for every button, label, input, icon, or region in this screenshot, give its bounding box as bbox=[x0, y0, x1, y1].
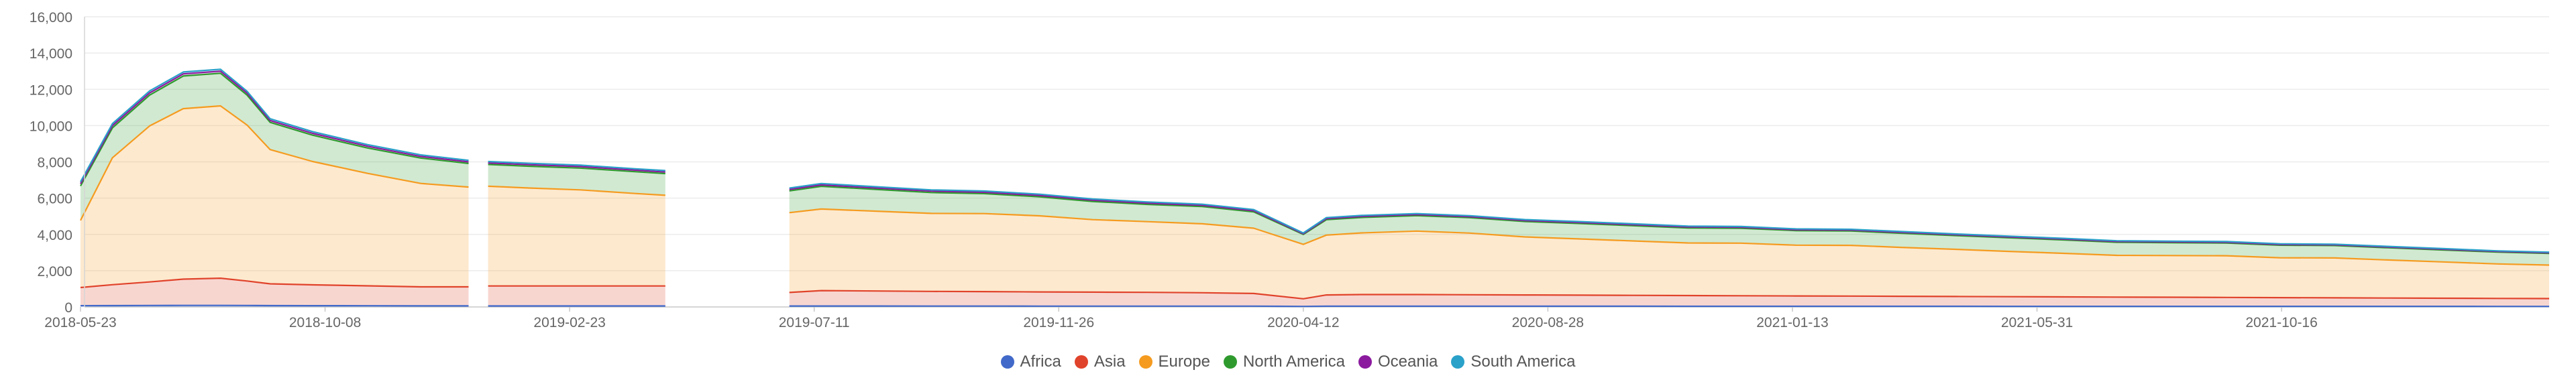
line-segment bbox=[789, 305, 2549, 308]
x-tick-label: 2021-05-31 bbox=[2001, 315, 2073, 330]
axis-layer: 0 2,000 4,000 6,000 8,000 10,000 12,000 14,000 1… bbox=[30, 10, 2318, 330]
line-segment bbox=[80, 105, 469, 221]
y-tick-label: 14,000 bbox=[30, 46, 72, 62]
y-tick-label: 4,000 bbox=[37, 228, 72, 243]
legend-item-south-america[interactable]: South America bbox=[1451, 353, 1575, 371]
line-segment bbox=[789, 182, 2550, 253]
line-segment bbox=[789, 290, 2550, 300]
area-segment bbox=[789, 186, 2549, 265]
series-line-europe bbox=[80, 105, 2550, 266]
line-segment bbox=[488, 185, 665, 196]
line-segment bbox=[80, 72, 469, 187]
chart-legend: Africa Asia Europe North America Oceania Sout… bbox=[0, 347, 2576, 377]
area-segment bbox=[488, 286, 665, 306]
legend-label: Oceania bbox=[1378, 353, 1438, 371]
area-layer bbox=[80, 69, 2549, 307]
series-area-europe bbox=[80, 106, 2549, 299]
x-tick-label: 2021-01-13 bbox=[1756, 315, 1828, 330]
legend-marker-icon bbox=[1451, 355, 1465, 369]
y-tick-label: 8,000 bbox=[37, 155, 72, 171]
legend-item-north-america[interactable]: North America bbox=[1223, 353, 1345, 371]
x-tick-label: 2019-07-11 bbox=[779, 315, 850, 330]
line-segment bbox=[488, 164, 665, 175]
line-segment bbox=[488, 160, 665, 172]
legend-label: North America bbox=[1242, 353, 1345, 371]
legend-item-oceania[interactable]: Oceania bbox=[1358, 353, 1438, 371]
x-tick-label: 2019-02-23 bbox=[533, 315, 605, 330]
y-tick-label: 6,000 bbox=[37, 192, 72, 207]
legend-label: South America bbox=[1470, 353, 1576, 371]
x-tick-label: 2018-05-23 bbox=[44, 315, 116, 330]
series-area-asia bbox=[80, 278, 2549, 307]
line-layer bbox=[80, 68, 2550, 308]
legend-item-europe[interactable]: Europe bbox=[1138, 353, 1210, 371]
series-line-asia bbox=[80, 277, 2550, 300]
area-segment bbox=[80, 106, 469, 288]
y-tick-label: 10,000 bbox=[30, 119, 72, 134]
area-segment bbox=[80, 73, 469, 220]
series-line-africa bbox=[80, 304, 2549, 308]
line-segment bbox=[80, 70, 469, 184]
area-segment bbox=[488, 186, 665, 286]
legend-marker-icon bbox=[1074, 355, 1088, 369]
x-tick-label: 2019-11-26 bbox=[1023, 315, 1094, 330]
line-segment bbox=[80, 68, 469, 182]
y-tick-label: 2,000 bbox=[37, 264, 72, 279]
series-line-south-america bbox=[80, 68, 2550, 253]
line-segment bbox=[789, 208, 2550, 266]
x-tick-label: 2018-10-08 bbox=[289, 315, 361, 330]
legend-item-africa[interactable]: Africa bbox=[1000, 353, 1061, 371]
legend-label: Africa bbox=[1020, 353, 1061, 371]
y-tick-label: 0 bbox=[64, 300, 72, 316]
x-tick-label: 2021-10-16 bbox=[2245, 315, 2317, 330]
x-tick-label: 2020-04-12 bbox=[1267, 315, 1339, 330]
area-segment bbox=[789, 290, 2549, 307]
legend-marker-icon bbox=[1223, 355, 1237, 369]
line-segment bbox=[488, 162, 665, 173]
legend-label: Europe bbox=[1158, 353, 1210, 371]
line-segment bbox=[80, 277, 469, 289]
area-segment bbox=[789, 208, 2549, 299]
y-tick-label: 12,000 bbox=[30, 82, 72, 98]
legend-marker-icon bbox=[1000, 355, 1014, 369]
y-tick-label: 16,000 bbox=[30, 10, 72, 25]
legend-marker-icon bbox=[1138, 355, 1152, 369]
legend-item-asia[interactable]: Asia bbox=[1074, 353, 1126, 371]
area-segment bbox=[80, 278, 469, 306]
area-segment bbox=[488, 163, 665, 174]
x-tick-label: 2020-08-28 bbox=[1512, 315, 1584, 330]
legend-label: Asia bbox=[1093, 353, 1126, 371]
legend-marker-icon bbox=[1358, 355, 1372, 369]
